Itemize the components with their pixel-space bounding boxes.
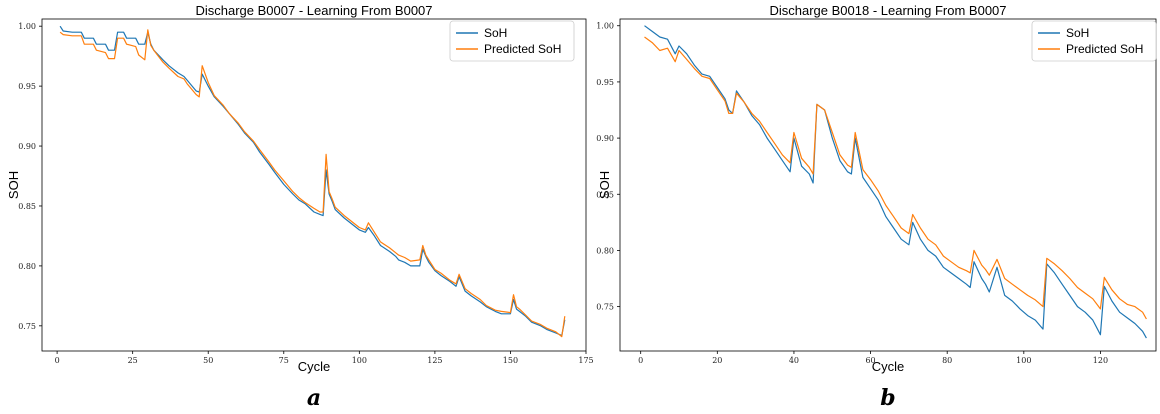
x-tick-label: 0 (55, 356, 60, 365)
x-axis-label: Cycle (298, 359, 331, 374)
legend-entry: SoH (1066, 26, 1089, 40)
y-axis-label: SOH (597, 171, 612, 199)
chart-panel-a: Discharge B0007 - Learning From B0007 0 25… (6, 3, 594, 411)
legend-box (449, 20, 575, 62)
chart-title: Discharge B0018 - Learning From B0007 (769, 3, 1006, 18)
x-tick-label: 150 (503, 356, 518, 365)
x-tick-label: 120 (1093, 356, 1108, 365)
y-tick-label: 1.00 (596, 22, 614, 31)
y-tick-label: 0.90 (596, 134, 614, 143)
y-axis-label: SOH (6, 171, 21, 199)
x-tick-label: 60 (865, 356, 875, 365)
x-tick-label: 50 (203, 356, 213, 365)
y-tick-label: 0.85 (596, 190, 614, 199)
legend: SoH Predicted SoH (1031, 20, 1157, 62)
panel-label: b (880, 385, 895, 411)
plot-frame (619, 18, 1157, 352)
x-tick-label: 80 (942, 356, 952, 365)
x-tick-label: 20 (712, 356, 722, 365)
y-tick-label: 0.95 (596, 78, 614, 87)
y-tick-label: 0.75 (596, 303, 614, 312)
x-tick-label: 100 (352, 356, 367, 365)
series-line-soh (59, 25, 566, 336)
legend-box (1031, 20, 1157, 62)
series-line-predicted-soh (644, 36, 1147, 320)
x-tick-label: 40 (789, 356, 799, 365)
x-tick-label: 0 (638, 356, 643, 365)
plot-frame (41, 18, 587, 352)
legend-entry: Predicted SoH (484, 42, 561, 56)
chart-title: Discharge B0007 - Learning From B0007 (195, 3, 432, 18)
panel-label: a (307, 385, 321, 411)
chart-panel-b: Discharge B0018 - Learning From B0007 0 20… (596, 3, 1157, 411)
x-axis-label: Cycle (872, 359, 905, 374)
y-tick-label: 0.95 (18, 82, 36, 91)
series-line-predicted-soh (59, 29, 566, 338)
x-tick-label: 75 (279, 356, 289, 365)
x-tick-label: 175 (578, 356, 593, 365)
legend-entry: Predicted SoH (1066, 42, 1143, 56)
series-line-soh (644, 25, 1147, 339)
x-tick-label: 25 (128, 356, 138, 365)
y-tick-label: 1.00 (18, 22, 36, 31)
y-tick-label: 0.75 (18, 322, 36, 331)
y-tick-label: 0.80 (596, 246, 614, 255)
legend-entry: SoH (484, 26, 507, 40)
y-tick-label: 0.90 (18, 142, 36, 151)
x-tick-label: 100 (1016, 356, 1031, 365)
y-tick-label: 0.85 (18, 202, 36, 211)
x-tick-label: 125 (427, 356, 442, 365)
y-tick-label: 0.80 (18, 262, 36, 271)
legend: SoH Predicted SoH (449, 20, 575, 62)
